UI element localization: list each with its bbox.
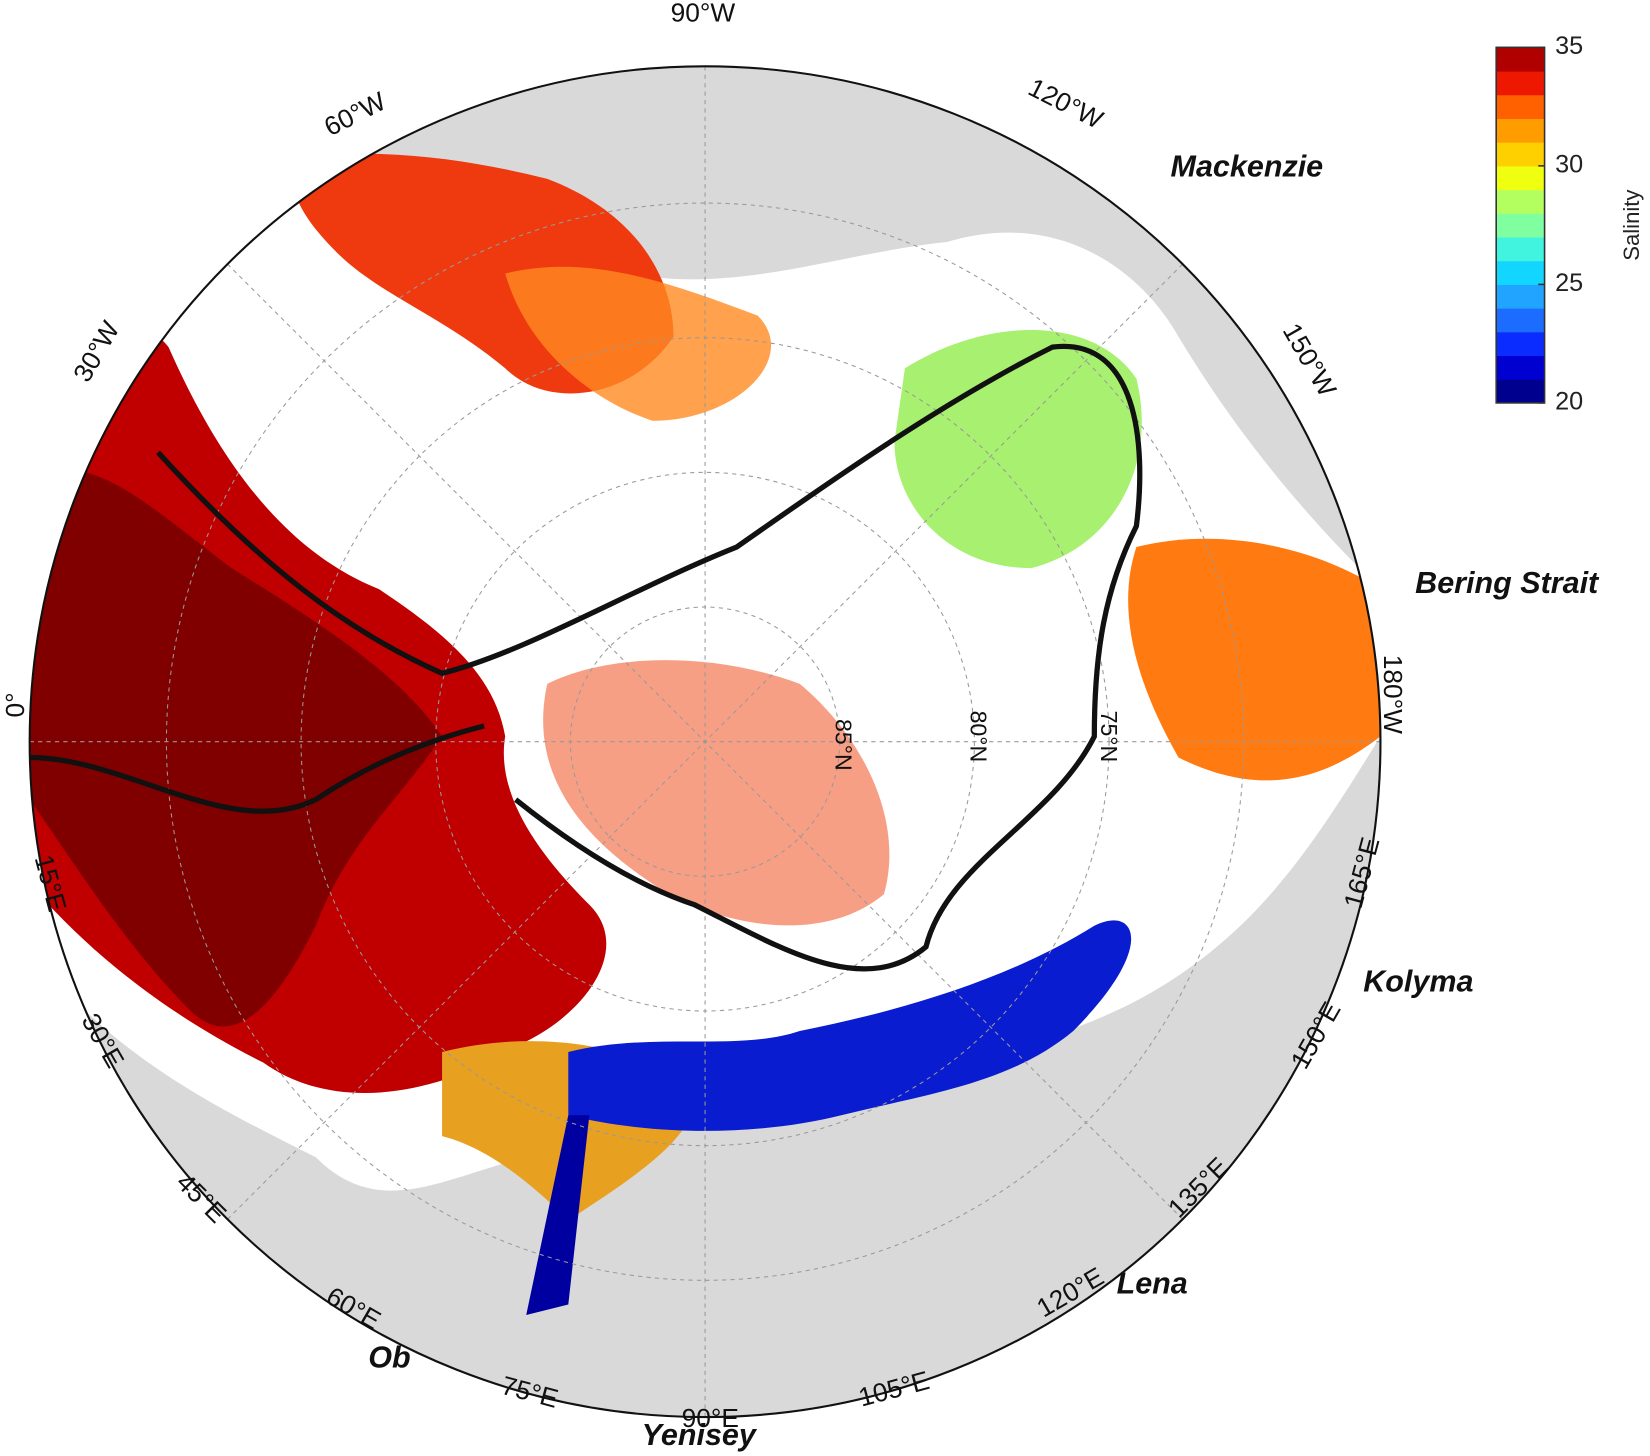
colorbar-band: [1496, 331, 1545, 357]
longitude-label: 90°E: [682, 1403, 739, 1433]
longitude-label: 0°: [0, 692, 30, 717]
central-basin-tracks: [543, 660, 890, 926]
colorbar-frame: [1495, 46, 1546, 404]
latitude-label: 80°N: [965, 711, 991, 763]
beaufort-region: [894, 329, 1142, 569]
latitude-label: 75°N: [1096, 711, 1122, 763]
map-body: [29, 66, 1381, 1418]
river-label: Bering Strait: [1415, 566, 1600, 600]
nordic-seas-region: [29, 470, 443, 1027]
graticule: [29, 66, 1381, 1418]
colorbar-band: [1496, 355, 1545, 380]
colorbar-band: [1496, 284, 1545, 309]
colorbar-tick-label: 20: [1555, 388, 1583, 416]
yenisey-estuary: [526, 1115, 590, 1316]
colorbar-band: [1496, 94, 1545, 119]
colorbar-band: [1496, 213, 1545, 238]
longitude-label: 120°W: [1024, 72, 1108, 135]
colorbar-band: [1496, 236, 1545, 262]
river-label: Ob: [368, 1340, 410, 1374]
colorbar-tick-label: 35: [1555, 32, 1583, 60]
river-label: Yenisey: [642, 1418, 758, 1452]
contour: [29, 723, 485, 814]
latitude-label: 85°N: [831, 719, 857, 771]
longitude-label: 150°W: [1277, 318, 1343, 402]
colorbar-band: [1496, 308, 1545, 333]
colorbar-band: [1496, 165, 1545, 191]
colorbar-band: [1496, 71, 1545, 96]
longitude-label: 180°W: [1378, 655, 1408, 734]
river-label: Lena: [1117, 1267, 1188, 1301]
colorbar-band: [1496, 379, 1545, 404]
river-label: Kolyma: [1363, 965, 1473, 999]
colorbar-band: [1496, 47, 1545, 72]
colorbar-band: [1496, 142, 1545, 167]
siberian-shelf-region: [568, 920, 1132, 1131]
colorbar-band: [1496, 260, 1545, 285]
contour: [156, 343, 1143, 972]
chukchi-region: [1128, 538, 1381, 781]
colorbar-band: [1496, 189, 1545, 214]
colorbar: 20 25 30 35 Salinity: [1495, 32, 1644, 416]
longitude-label: 60°W: [319, 86, 390, 142]
colorbar-band: [1496, 118, 1545, 143]
longitude-label: 30°W: [67, 316, 125, 387]
colorbar-tick-label: 25: [1555, 269, 1583, 297]
river-label: Mackenzie: [1171, 149, 1324, 183]
longitude-label: 90°W: [671, 0, 736, 28]
map-border: [28, 65, 1382, 1419]
colorbar-tick-label: 30: [1555, 151, 1583, 179]
colorbar-label: Salinity: [1619, 190, 1644, 261]
